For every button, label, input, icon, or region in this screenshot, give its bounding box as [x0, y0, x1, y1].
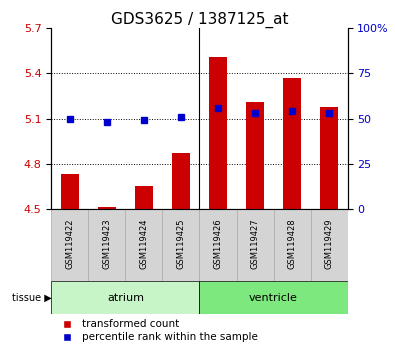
Bar — [209, 57, 227, 209]
Bar — [283, 78, 301, 209]
Bar — [88, 209, 126, 281]
Text: atrium: atrium — [107, 293, 144, 303]
Text: GSM119424: GSM119424 — [139, 218, 149, 269]
Text: GSM119428: GSM119428 — [288, 218, 297, 269]
Text: GSM119423: GSM119423 — [102, 218, 111, 269]
Bar — [60, 174, 79, 209]
Bar — [237, 209, 274, 281]
Text: GSM119426: GSM119426 — [213, 218, 222, 269]
Bar — [199, 281, 348, 314]
Title: GDS3625 / 1387125_at: GDS3625 / 1387125_at — [111, 12, 288, 28]
Legend: transformed count, percentile rank within the sample: transformed count, percentile rank withi… — [56, 319, 258, 342]
Bar — [199, 209, 237, 281]
Text: GSM119429: GSM119429 — [325, 218, 334, 269]
Text: ventricle: ventricle — [249, 293, 298, 303]
Text: GSM119425: GSM119425 — [177, 218, 186, 269]
Bar — [320, 107, 339, 209]
Bar — [51, 209, 88, 281]
Bar — [274, 209, 310, 281]
Bar — [135, 187, 153, 209]
Bar — [246, 102, 264, 209]
Text: GSM119422: GSM119422 — [65, 218, 74, 269]
Bar — [98, 207, 116, 209]
Text: GSM119427: GSM119427 — [250, 218, 260, 269]
Bar — [310, 209, 348, 281]
Bar — [172, 153, 190, 209]
Bar — [162, 209, 199, 281]
Text: tissue ▶: tissue ▶ — [11, 293, 51, 303]
Bar — [126, 209, 162, 281]
Bar — [51, 281, 199, 314]
